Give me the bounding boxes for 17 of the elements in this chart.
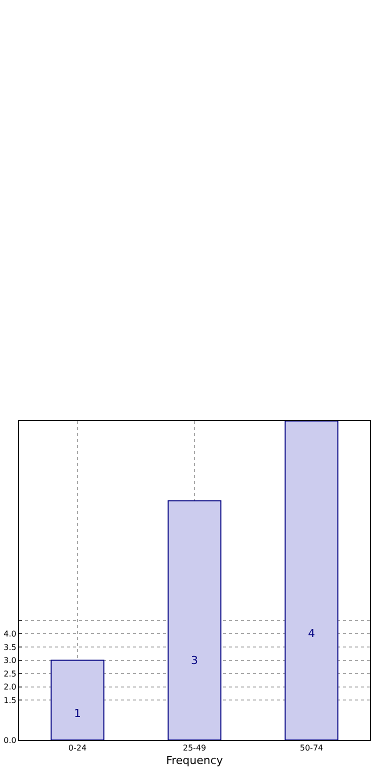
y-tick-label: 4.0 [4,629,16,638]
y-tick-label: 3.0 [4,656,16,666]
annotation: 3 [191,654,198,667]
y-tick-label: 2.5 [4,669,16,678]
bar [50,660,104,740]
y-tick-label: 1.5 [4,696,16,705]
bar [168,500,222,740]
y-tick-label: 3.5 [4,642,16,652]
x-tick-label: 0-24 [68,744,87,753]
bar [284,421,338,740]
x-tick-label: 50-74 [300,744,324,753]
x-axis-title: Frequency [166,754,224,767]
y-tick-label: 0.0 [4,736,16,745]
annotation: 1 [74,707,81,720]
y-tick-label: 2.0 [4,682,16,692]
x-tick-label: 25-49 [182,744,206,753]
annotation: 4 [308,627,315,640]
